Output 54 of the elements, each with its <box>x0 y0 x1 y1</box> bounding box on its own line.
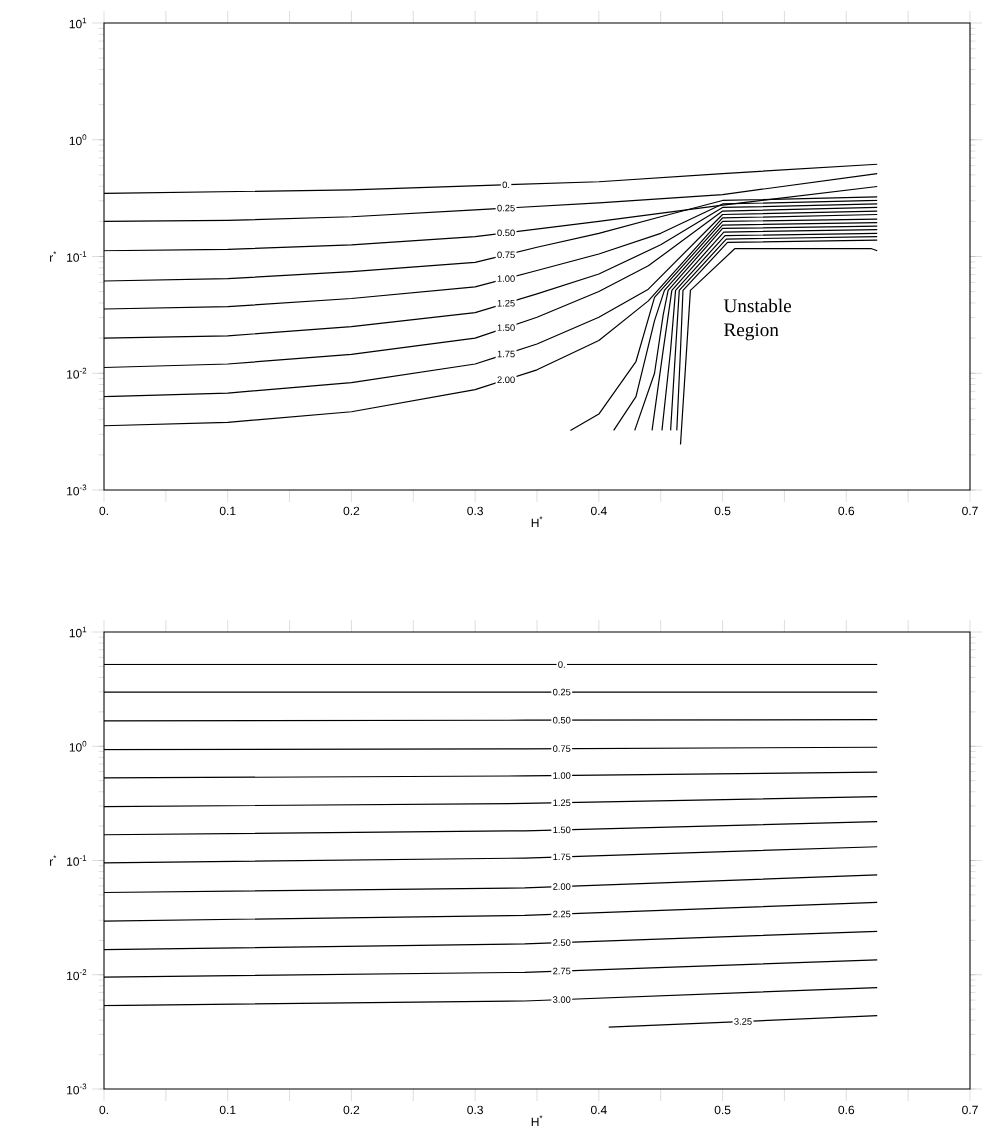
x-tick-label: 0.6 <box>838 1105 855 1115</box>
x-tick-label: 0.6 <box>838 506 855 516</box>
series-label: 0. <box>558 661 565 668</box>
x-tick-label: 0. <box>99 1105 108 1115</box>
series-label: 1.75 <box>497 350 515 358</box>
annotation: Unstable Region <box>723 298 792 341</box>
series-label: 0.50 <box>553 716 571 724</box>
series-label: 3.25 <box>734 1018 752 1025</box>
series-label: 2.00 <box>497 376 515 384</box>
series-label: 1.50 <box>553 826 571 834</box>
series-label: 1.00 <box>497 275 515 282</box>
y-tick-label: 10$^{-2}$ <box>67 969 87 981</box>
series-label: 1.00 <box>553 772 571 779</box>
x-tick-label: 0.5 <box>714 506 731 516</box>
series-label: 2.25 <box>553 910 571 918</box>
series-label: 0.50 <box>497 229 515 237</box>
series-label: 2.75 <box>553 967 571 975</box>
x-tick-label: 0.1 <box>219 1105 236 1115</box>
x-tick-label: 0.2 <box>343 506 360 516</box>
series-label: 1.50 <box>497 324 515 331</box>
x-tick-label: 0.7 <box>962 1105 978 1115</box>
y-tick-label: 10$^{0}$ <box>69 740 87 752</box>
y-tick-label: 10$^{-1}$ <box>67 251 87 262</box>
y-axis-title: r$^{*}$ <box>50 251 57 262</box>
x-axis-title: H$^{*}$ <box>531 516 543 527</box>
y-tick-label: 10$^{-2}$ <box>67 367 87 379</box>
x-tick-label: 0.1 <box>219 506 236 516</box>
y-tick-label: 10$^{1}$ <box>69 17 87 29</box>
x-tick-label: 0. <box>99 506 108 516</box>
x-tick-label: 0.3 <box>467 1105 483 1115</box>
series-label: 0.75 <box>497 251 515 259</box>
series-label: 1.25 <box>553 799 571 807</box>
x-tick-label: 0.5 <box>714 1105 731 1115</box>
series-label: 3.00 <box>553 996 571 1003</box>
y-axis-title: r$^{*}$ <box>50 855 57 866</box>
x-axis-title: H$^{*}$ <box>531 1115 543 1126</box>
y-tick-label: 10$^{-1}$ <box>67 855 87 866</box>
x-tick-label: 0.2 <box>343 1105 360 1115</box>
x-tick-label: 0.4 <box>590 1105 607 1115</box>
y-tick-label: 10$^{-3}$ <box>67 484 87 496</box>
y-tick-label: 10$^{1}$ <box>69 626 87 638</box>
series-label: 0. <box>502 181 510 189</box>
x-tick-label: 0.7 <box>962 506 978 516</box>
series-label: 2.00 <box>553 883 571 890</box>
series-label: 0.75 <box>553 745 571 752</box>
series-label: 2.50 <box>553 939 571 946</box>
x-tick-label: 0.4 <box>590 506 607 516</box>
series-label: 0.25 <box>553 688 571 696</box>
series-label: 1.75 <box>553 853 571 861</box>
y-tick-label: 10$^{0}$ <box>69 134 87 146</box>
series-label: 1.25 <box>497 299 515 307</box>
x-tick-label: 0.3 <box>467 506 483 516</box>
y-tick-label: 10$^{-3}$ <box>67 1083 87 1095</box>
series-label: 0.25 <box>497 204 515 212</box>
